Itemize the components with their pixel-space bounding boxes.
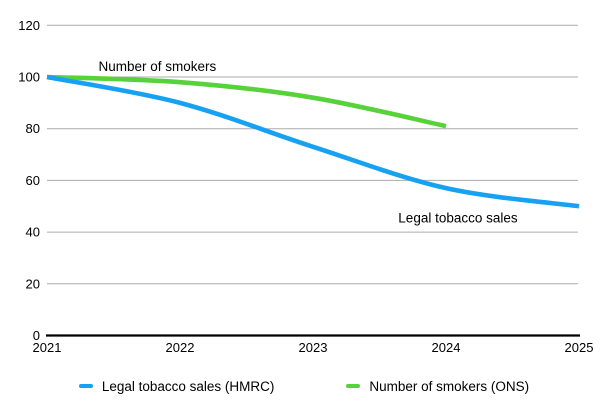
legend-swatch-blue [78, 384, 93, 388]
x-tick-label: 2023 [299, 340, 328, 355]
y-tick-label: 100 [18, 70, 40, 85]
legend-label-number-of-smokers: Number of smokers (ONS) [369, 378, 530, 394]
x-tick-label: 2021 [33, 340, 62, 355]
y-tick-label: 60 [26, 173, 40, 188]
y-tick-label: 0 [33, 328, 40, 343]
annotation-number-of-smokers: Number of smokers [98, 59, 216, 74]
y-tick-label: 80 [26, 121, 40, 136]
x-tick-label: 2022 [166, 340, 195, 355]
legend-item-number-of-smokers: Number of smokers (ONS) [346, 379, 529, 394]
x-tick-label: 2024 [432, 340, 461, 355]
series-line-number-of-smokers [46, 74, 447, 129]
x-tick-label: 2025 [565, 340, 594, 355]
series-line-legal-tobacco-sales [46, 74, 580, 209]
y-tick-label: 20 [26, 276, 40, 291]
legend-item-legal-tobacco-sales: Legal tobacco sales (HMRC) [78, 378, 275, 394]
legend-swatch-green [346, 384, 361, 388]
legend-label-legal-tobacco-sales: Legal tobacco sales (HMRC) [101, 378, 275, 394]
y-tick-label: 120 [18, 18, 40, 33]
annotation-legal-tobacco-sales: Legal tobacco sales [398, 210, 518, 225]
chart-legend: Legal tobacco sales (HMRC) Number of smo… [0, 374, 608, 398]
y-tick-label: 40 [26, 225, 40, 240]
